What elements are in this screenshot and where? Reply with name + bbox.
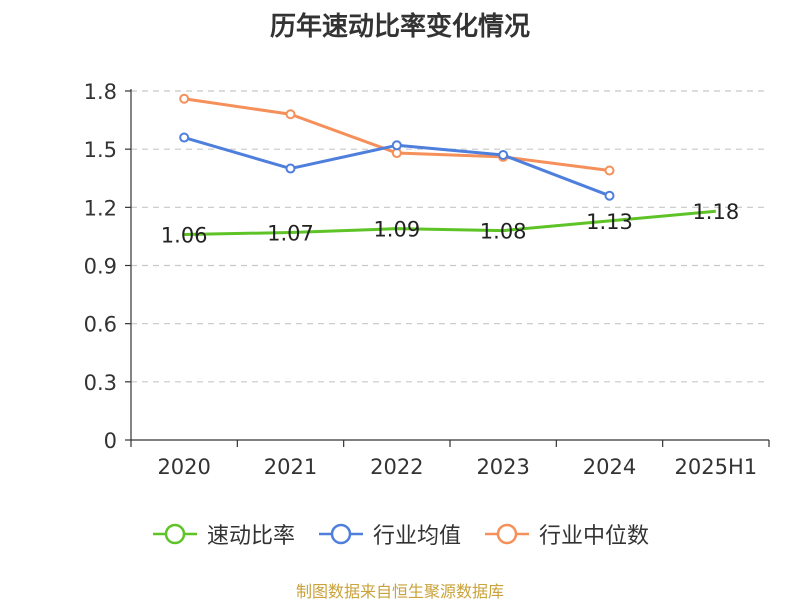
data-point [604,190,615,201]
legend-line-marker-icon [318,523,363,545]
x-tick-label: 2024 [583,455,636,479]
y-tick-label: 1.5 [84,138,117,162]
y-tick-label: 0.9 [84,255,117,279]
y-tick-label: 1.2 [84,196,117,220]
y-tick-label: 1.8 [84,80,117,104]
legend-label: 行业均值 [372,524,461,549]
y-tick-label: 0.3 [84,371,117,395]
data-point [498,149,509,160]
x-tick-label: 2023 [476,455,529,479]
x-tick-label: 2020 [157,455,210,479]
gridlines [131,90,769,383]
y-tick-label: 0.6 [84,313,117,337]
data-point [604,165,615,176]
data-point [285,163,296,174]
legend-item-industry-mean[interactable]: 行业均值 [317,518,461,550]
series-lines [179,93,716,236]
data-labels: 1.06 1.07 1.09 1.08 1.13 1.18 [161,200,739,247]
legend: 速动比率 行业均值 行业中位数 [0,518,800,550]
series-line-0 [184,209,716,236]
series-line-2 [183,97,610,172]
x-tick-label: 2021 [264,455,317,479]
axes: 0 0.3 0.6 0.9 1.2 1.5 1.8 2020 2021 2022 2023 2024 2… [84,80,770,479]
x-tick-label: 2025H1 [675,455,758,479]
data-point [285,109,296,120]
data-label: 1.06 [161,223,208,247]
data-label: 1.18 [692,200,739,224]
legend-line-marker-icon [152,523,197,545]
chart-title: 历年速动比率变化情况 [269,12,530,42]
x-tick-label: 2022 [370,455,423,479]
legend-label: 速动比率 [206,524,295,549]
data-label: 1.08 [480,220,527,244]
y-tick-label: 0 [104,429,117,453]
data-point [391,140,402,151]
data-point [179,93,190,104]
legend-line-marker-icon [485,523,529,545]
source-note: 制图数据来自恒生聚源数据库 [295,582,504,601]
legend-item-quick-ratio[interactable]: 速动比率 [151,518,295,550]
legend-label: 行业中位数 [539,524,650,549]
line-chart: 0 0.3 0.6 0.9 1.2 1.5 1.8 2020 2021 2022 2023 2024 2… [84,80,770,479]
legend-item-industry-median[interactable]: 行业中位数 [483,518,649,550]
data-label: 1.13 [586,210,633,234]
data-point [179,132,190,143]
data-label: 1.07 [267,222,314,246]
data-label: 1.09 [373,218,420,242]
